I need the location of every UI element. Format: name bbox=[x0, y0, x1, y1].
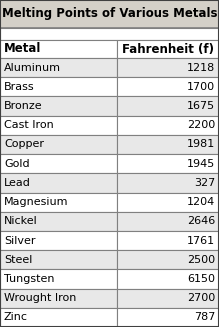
Text: Metal: Metal bbox=[4, 43, 41, 56]
Text: Steel: Steel bbox=[4, 255, 32, 265]
Bar bbox=[0, 116, 117, 135]
Bar bbox=[117, 308, 219, 327]
Text: 1218: 1218 bbox=[187, 62, 215, 73]
Text: Magnesium: Magnesium bbox=[4, 197, 69, 207]
Bar bbox=[0, 135, 117, 154]
Text: Bronze: Bronze bbox=[4, 101, 43, 111]
Bar bbox=[0, 154, 117, 173]
Bar bbox=[0, 193, 117, 212]
Bar bbox=[0, 231, 117, 250]
Text: Tungsten: Tungsten bbox=[4, 274, 55, 284]
Text: Fahrenheit (f): Fahrenheit (f) bbox=[122, 43, 214, 56]
Text: 787: 787 bbox=[194, 312, 215, 322]
Text: Silver: Silver bbox=[4, 235, 35, 246]
Bar bbox=[117, 135, 219, 154]
Bar bbox=[0, 212, 117, 231]
Text: Melting Points of Various Metals: Melting Points of Various Metals bbox=[2, 8, 217, 21]
Bar bbox=[0, 58, 117, 77]
Bar bbox=[117, 154, 219, 173]
Text: Aluminum: Aluminum bbox=[4, 62, 61, 73]
Text: 6150: 6150 bbox=[187, 274, 215, 284]
Text: Lead: Lead bbox=[4, 178, 31, 188]
Bar bbox=[117, 58, 219, 77]
Bar bbox=[117, 231, 219, 250]
Bar bbox=[117, 288, 219, 308]
Text: 1700: 1700 bbox=[187, 82, 215, 92]
Text: Wrought Iron: Wrought Iron bbox=[4, 293, 76, 303]
Bar bbox=[0, 77, 117, 96]
Text: 2200: 2200 bbox=[187, 120, 215, 130]
Bar bbox=[0, 96, 117, 116]
Bar bbox=[0, 269, 117, 288]
Text: 1761: 1761 bbox=[187, 235, 215, 246]
Text: Nickel: Nickel bbox=[4, 216, 38, 226]
Text: Brass: Brass bbox=[4, 82, 35, 92]
Bar bbox=[0, 308, 117, 327]
Text: Gold: Gold bbox=[4, 159, 30, 169]
Bar bbox=[0, 28, 219, 40]
Bar bbox=[117, 77, 219, 96]
Bar bbox=[0, 250, 117, 269]
Text: Cast Iron: Cast Iron bbox=[4, 120, 54, 130]
Bar bbox=[0, 288, 117, 308]
Text: 2646: 2646 bbox=[187, 216, 215, 226]
Bar bbox=[0, 40, 117, 58]
Bar bbox=[0, 0, 219, 28]
Bar bbox=[117, 250, 219, 269]
Text: 1945: 1945 bbox=[187, 159, 215, 169]
Text: 2700: 2700 bbox=[187, 293, 215, 303]
Text: 1675: 1675 bbox=[187, 101, 215, 111]
Bar bbox=[117, 212, 219, 231]
Bar bbox=[0, 173, 117, 193]
Bar bbox=[117, 96, 219, 116]
Text: 2500: 2500 bbox=[187, 255, 215, 265]
Bar bbox=[117, 173, 219, 193]
Bar bbox=[117, 116, 219, 135]
Text: Copper: Copper bbox=[4, 139, 44, 149]
Text: 1204: 1204 bbox=[187, 197, 215, 207]
Bar bbox=[117, 193, 219, 212]
Text: 327: 327 bbox=[194, 178, 215, 188]
Bar bbox=[117, 40, 219, 58]
Text: 1981: 1981 bbox=[187, 139, 215, 149]
Text: Zinc: Zinc bbox=[4, 312, 28, 322]
Bar bbox=[117, 269, 219, 288]
